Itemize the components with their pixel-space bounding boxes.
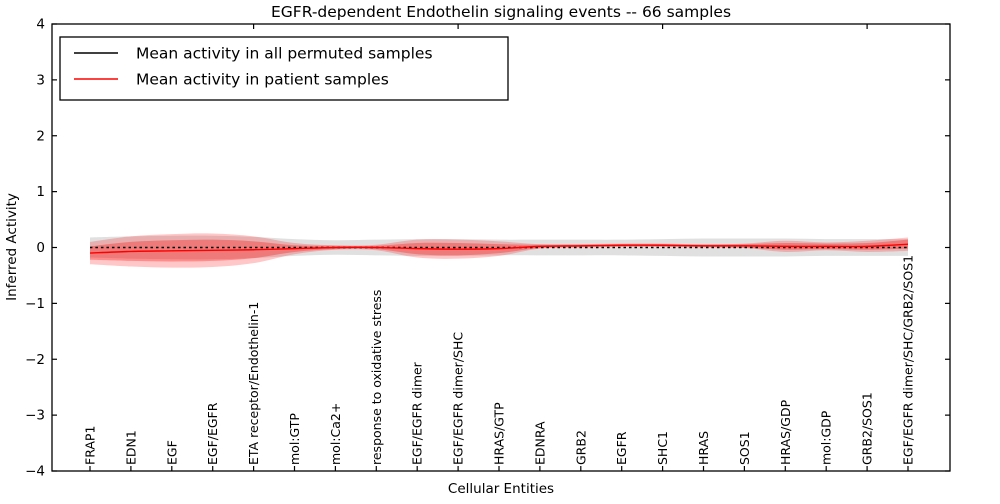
x-tick-label: ETA receptor/Endothelin-1	[246, 302, 261, 465]
y-tick-label: 2	[36, 128, 45, 144]
x-tick-label: EGF/EGFR dimer	[410, 361, 425, 465]
y-tick-label: 4	[36, 17, 45, 33]
x-tick-label: EDNRA	[532, 421, 547, 465]
x-tick-label: response to oxidative stress	[369, 290, 384, 465]
patient-sample-spread-inner-band	[90, 239, 908, 262]
y-tick-label: 0	[36, 240, 45, 256]
x-tick-label: EGF/EGFR dimer/SHC/GRB2/SOS1	[901, 255, 916, 465]
plot-area: 4 3 2 1 0 −1 −2 −3 −4 FRAP1 EDN1 EGF EGF/EGFR ETA rec…	[25, 17, 950, 480]
x-tick-label: EDN1	[123, 430, 138, 465]
x-tick-label: SOS1	[737, 431, 752, 465]
x-tick-label: HRAS/GTP	[492, 402, 507, 465]
legend-box	[59, 36, 509, 101]
x-tick-label: mol:GDP	[819, 410, 834, 465]
x-tick-label: HRAS/GDP	[778, 399, 793, 465]
x-tick-label: SHC1	[655, 431, 670, 465]
x-tick-label: EGF	[164, 440, 179, 465]
x-tick-label: EGF/EGFR dimer/SHC	[451, 332, 466, 465]
x-tick-label: HRAS	[696, 431, 711, 465]
y-tick-label: −3	[25, 408, 45, 424]
y-tick-label: −4	[25, 464, 45, 480]
x-tick-label: FRAP1	[83, 426, 98, 465]
y-tick-label: −1	[25, 296, 45, 312]
legend: Mean activity in all permuted samples Me…	[59, 36, 509, 101]
x-tick-label: mol:Ca2+	[328, 403, 343, 465]
legend-label-patient: Mean activity in patient samples	[136, 71, 389, 89]
x-tick-label: mol:GTP	[287, 413, 302, 465]
x-tick-label: EGF/EGFR	[205, 402, 220, 465]
x-tick-label: EGFR	[614, 431, 629, 465]
patient-sample-spread-outer-band	[90, 233, 908, 268]
y-axis-label: Inferred Activity	[4, 193, 20, 301]
legend-label-permuted: Mean activity in all permuted samples	[136, 45, 433, 63]
x-tick-label: GRB2	[573, 430, 588, 465]
x-tick-label: GRB2/SOS1	[860, 392, 875, 465]
plot-frame	[51, 23, 951, 472]
patient-mean-line	[89, 243, 909, 254]
chart-title: EGFR-dependent Endothelin signaling even…	[271, 3, 731, 21]
y-tick-label: 3	[36, 72, 45, 88]
x-axis-label: Cellular Entities	[448, 481, 554, 497]
y-tick-label: 1	[36, 184, 45, 200]
y-tick-label: −2	[25, 352, 45, 368]
